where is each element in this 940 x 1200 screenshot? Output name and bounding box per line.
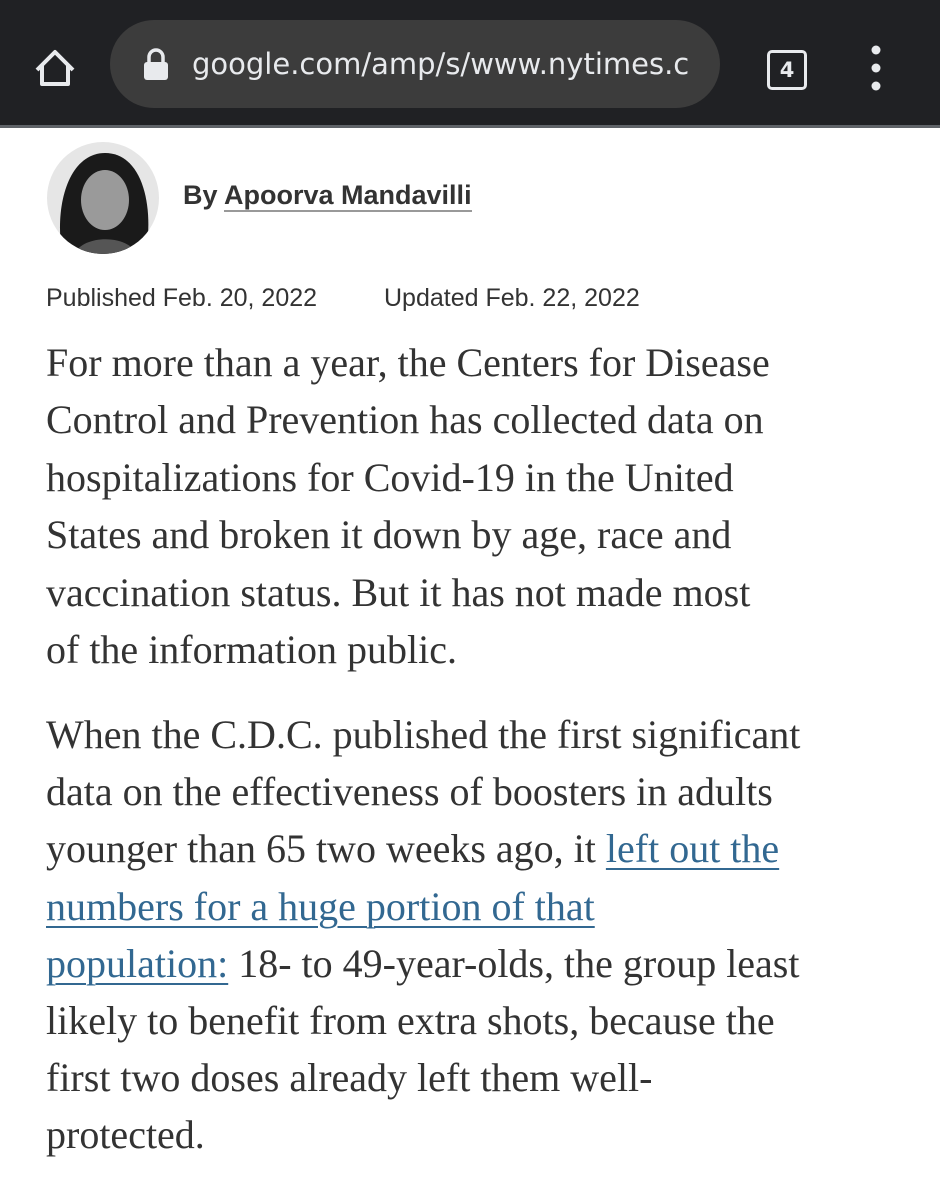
paragraph-line: of the information public. <box>46 621 457 678</box>
text: Control and Prevention has collected dat… <box>46 397 764 443</box>
byline: By Apoorva Mandavilli <box>183 180 472 212</box>
paragraph-line: When the C.D.C. published the first sign… <box>46 706 800 763</box>
menu-dot[interactable] <box>871 45 881 55</box>
text: hospitalizations for Covid-19 in the Uni… <box>46 454 734 500</box>
paragraph-line: For more than a year, the Centers for Di… <box>46 334 770 391</box>
paragraph-line: data on the effectiveness of boosters in… <box>46 763 773 820</box>
inline-link[interactable]: left out the <box>605 826 780 872</box>
byline-prefix: By <box>183 180 218 210</box>
browser-toolbar: google.com/amp/s/www.nytimes.c 4 <box>0 0 940 128</box>
tab-count[interactable]: 4 <box>767 50 807 90</box>
inline-link[interactable]: numbers for a huge portion of that <box>46 883 595 929</box>
paragraph-line: hospitalizations for Covid-19 in the Uni… <box>46 449 734 506</box>
menu-dot[interactable] <box>871 63 881 73</box>
text: data on the effectiveness of boosters in… <box>46 769 773 815</box>
published-date: Published Feb. 20, 2022 <box>46 284 318 312</box>
text: For more than a year, the Centers for Di… <box>46 340 770 385</box>
text: likely to benefit from extra shots, beca… <box>46 998 775 1043</box>
address-bar[interactable]: google.com/amp/s/www.nytimes.c <box>110 20 720 108</box>
text: first two doses already left them well- <box>46 1055 653 1101</box>
paragraph-line: likely to benefit from extra shots, beca… <box>46 992 775 1049</box>
text: When the C.D.C. published the first sign… <box>46 712 801 757</box>
paragraph-line: younger than 65 two weeks ago, it left o… <box>46 820 779 877</box>
text: protected. <box>46 1112 205 1158</box>
paragraph-line: numbers for a huge portion of that <box>46 878 595 935</box>
paragraph-line: States and broken it down by age, race a… <box>46 506 731 563</box>
text: vaccination status. But it has not made … <box>46 569 751 615</box>
menu-dot[interactable] <box>871 81 881 91</box>
author-avatar <box>47 142 159 254</box>
paragraph-line: first two doses already left them well- <box>46 1049 652 1106</box>
paragraph-line: population: 18- to 49-year-olds, the gro… <box>46 935 800 992</box>
lock-icon <box>144 48 168 80</box>
home-icon[interactable] <box>35 50 75 86</box>
inline-link[interactable]: population: <box>46 940 229 986</box>
url: google.com/amp/s/www.nytimes.c <box>192 47 690 81</box>
paragraph-line: protected. <box>46 1106 205 1163</box>
toolbar-icons <box>35 45 881 91</box>
text: of the information public. <box>46 627 458 672</box>
text: younger than 65 two weeks ago, it <box>46 826 606 872</box>
author-link[interactable]: Apoorva Mandavilli <box>224 180 472 212</box>
updated-date: Updated Feb. 22, 2022 <box>384 284 640 312</box>
text: 18- to 49-year-olds, the group least <box>228 940 800 986</box>
paragraph-line: vaccination status. But it has not made … <box>46 564 750 621</box>
text: States and broken it down by age, race a… <box>46 512 732 558</box>
paragraph-line: Control and Prevention has collected dat… <box>46 391 764 448</box>
